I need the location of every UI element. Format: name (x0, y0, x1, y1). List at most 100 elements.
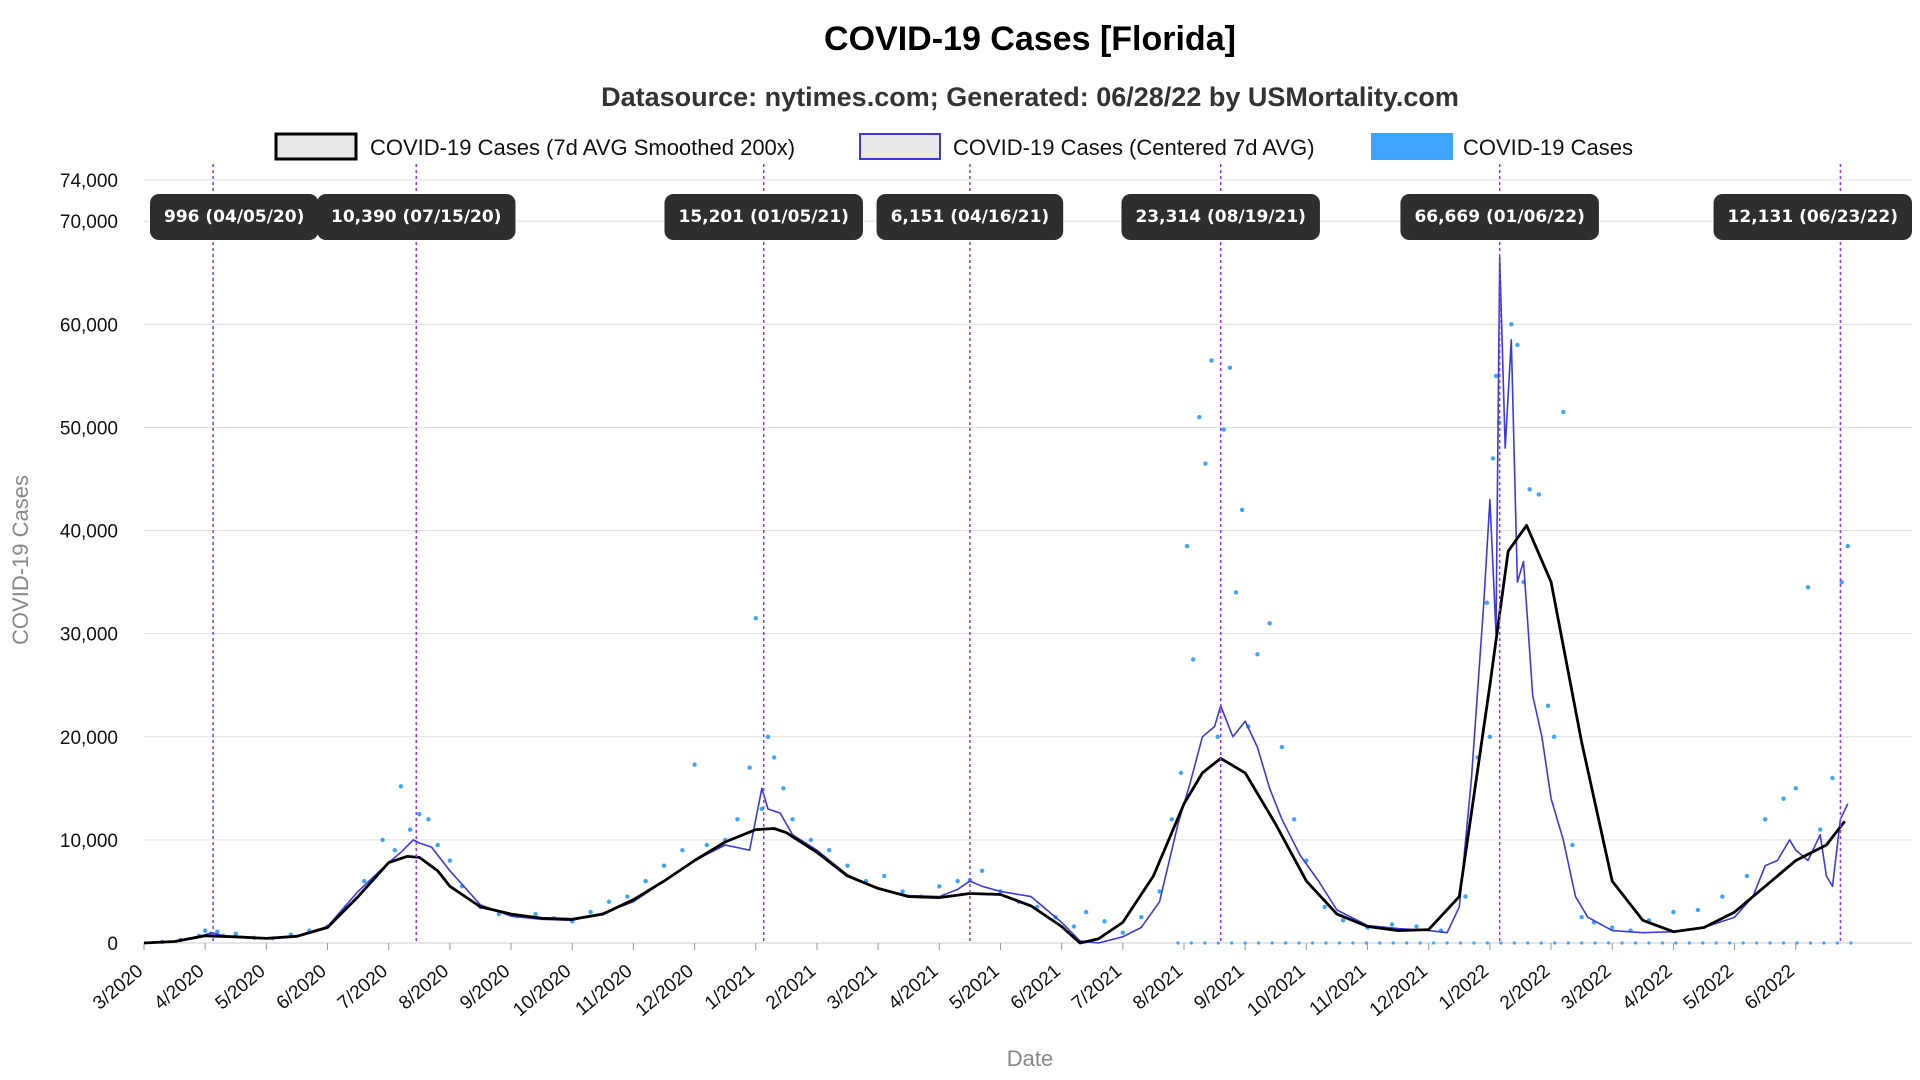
x-tick-label: 9/2021 (1190, 961, 1248, 1014)
legend: COVID-19 Cases (7d AVG Smoothed 200x) COV… (274, 132, 1633, 161)
daily-case-point (1102, 919, 1107, 924)
daily-case-point (765, 734, 771, 739)
daily-case-point (417, 811, 422, 817)
daily-case-zero-point (1539, 941, 1543, 945)
daily-case-zero-point (1741, 941, 1745, 945)
daily-case-point (1227, 365, 1233, 370)
x-tick-label: 2/2022 (1496, 961, 1554, 1014)
x-axis-label: Date (1007, 1046, 1053, 1071)
daily-case-zero-point (1324, 941, 1328, 945)
daily-case-point (1120, 930, 1126, 935)
x-tick-label: 5/2021 (946, 961, 1004, 1014)
x-tick-label: 4/2021 (884, 961, 942, 1014)
daily-case-point (1818, 827, 1823, 832)
x-axis-ticks: 3/2020 4/2020 5/2020 6/2020 7/2020 8/2020 9/20… (89, 943, 1799, 1021)
gridlines (144, 179, 1912, 944)
daily-case-point (1203, 461, 1208, 466)
y-axis-ticks: 0 10,000 20,000 30,000 40,000 50,000 60,000 70,… (60, 171, 118, 955)
daily-case-point (496, 911, 502, 917)
daily-case-point (1695, 907, 1701, 913)
daily-case-zero-point (1432, 941, 1436, 945)
daily-case-zero-point (1337, 941, 1341, 945)
annotation-box (664, 194, 863, 240)
daily-case-point (1279, 744, 1285, 750)
daily-case-zero-point (1472, 941, 1476, 945)
x-tick-label: 12/2020 (632, 961, 698, 1021)
y-tick-label: 30,000 (60, 625, 118, 646)
x-tick-label: 1/2021 (701, 961, 759, 1014)
y-tick-label: 60,000 (60, 315, 118, 336)
annotations: 996 (04/05/20) 10,390 (07/15/20) 15,201 (0… (150, 164, 1912, 943)
daily-case-zero-point (1808, 941, 1813, 945)
annotation-label: 66,669 (01/06/22) (1414, 207, 1584, 227)
daily-case-zero-point (1728, 941, 1732, 945)
legend-label-1: COVID-19 Cases (Centered 7d AVG) (953, 135, 1315, 160)
daily-case-zero-point (1418, 941, 1422, 945)
daily-case-point (1793, 786, 1798, 791)
daily-case-point (447, 858, 453, 863)
daily-case-point (1839, 579, 1844, 585)
annotation-box (1400, 194, 1599, 240)
daily-case-point (1221, 427, 1226, 432)
y-tick-label: 0 (107, 934, 118, 955)
x-tick-label: 10/2020 (509, 961, 575, 1021)
daily-case-zero-point (1512, 941, 1516, 945)
daily-case-zero-point (1243, 941, 1247, 945)
x-tick-label: 3/2022 (1557, 961, 1615, 1014)
daily-case-point (1197, 414, 1202, 420)
daily-case-point (680, 848, 685, 853)
y-tick-label: 40,000 (60, 522, 118, 543)
daily-case-zero-point (1499, 941, 1503, 945)
daily-case-zero-point (1405, 941, 1409, 945)
annotation-label: 23,314 (08/19/21) (1135, 207, 1305, 227)
series-line-smoothed (143, 524, 1846, 945)
daily-case-point (1267, 621, 1272, 626)
annotation-badge: 15,201 (01/05/21) (664, 194, 863, 240)
daily-case-point (1805, 585, 1811, 590)
daily-case-zero-point (1606, 941, 1611, 945)
daily-case-zero-point (1391, 941, 1395, 945)
daily-case-point (1845, 543, 1850, 549)
daily-case-point (398, 784, 404, 789)
daily-case-zero-point (1189, 941, 1193, 945)
x-tick-label: 6/2022 (1741, 961, 1799, 1014)
x-tick-label: 8/2020 (395, 961, 453, 1014)
y-tick-label: 50,000 (60, 418, 118, 439)
daily-case-zero-point (1485, 941, 1490, 945)
legend-label-2: COVID-19 Cases (1463, 135, 1633, 160)
daily-case-zero-point (1781, 941, 1786, 945)
daily-case-point (1579, 915, 1584, 920)
y-tick-label: 10,000 (60, 831, 118, 852)
daily-case-point (1509, 322, 1514, 327)
daily-case-zero-point (1647, 941, 1651, 945)
daily-case-point (753, 616, 758, 621)
daily-case-point (606, 899, 612, 904)
x-tick-label: 11/2021 (1306, 961, 1371, 1020)
daily-case-point (1515, 342, 1520, 348)
annotation-badge: 6,151 (04/16/21) (876, 194, 1064, 240)
x-tick-label: 7/2021 (1068, 961, 1126, 1014)
daily-case-point (1322, 904, 1327, 910)
annotation-box (1121, 194, 1320, 240)
daily-case-point (826, 848, 832, 853)
daily-case-point (1083, 909, 1089, 915)
annotation-label: 15,201 (01/05/21) (678, 207, 848, 227)
x-tick-label: 7/2020 (334, 961, 392, 1014)
annotation-badge: 12,131 (06/23/22) (1713, 194, 1912, 240)
daily-case-zero-point (1351, 941, 1355, 945)
daily-case-zero-point (1216, 941, 1220, 945)
daily-case-point (979, 868, 985, 874)
daily-case-point (1255, 652, 1260, 657)
daily-case-point (643, 878, 648, 884)
daily-case-point (392, 848, 398, 853)
daily-case-point (1239, 507, 1245, 513)
daily-case-point (215, 929, 220, 934)
daily-case-zero-point (1849, 941, 1853, 945)
daily-case-point (771, 755, 777, 760)
daily-case-zero-point (1674, 941, 1678, 945)
x-tick-label: 3/2020 (89, 961, 147, 1014)
annotation-badge: 10,390 (07/15/20) (317, 194, 516, 240)
daily-case-point (1744, 873, 1750, 879)
